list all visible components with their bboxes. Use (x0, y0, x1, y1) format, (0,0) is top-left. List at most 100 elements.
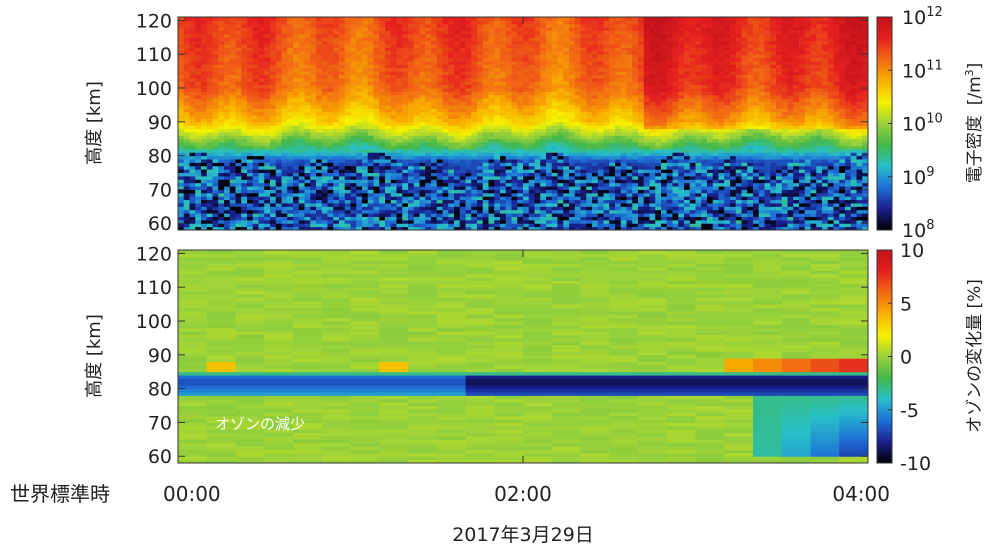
density-cell (287, 88, 294, 92)
density-cell (500, 226, 507, 231)
density-cell (183, 165, 190, 170)
density-cell (408, 17, 415, 21)
density-cell (419, 74, 426, 79)
density-cell (436, 67, 443, 72)
density-cell (454, 128, 461, 133)
density-cell (339, 202, 346, 207)
density-cell (477, 192, 484, 197)
density-cell (218, 30, 225, 35)
density-cell (402, 145, 409, 150)
density-cell (494, 54, 501, 59)
density-cell (626, 142, 633, 146)
density-cell (482, 223, 489, 228)
density-cell (379, 67, 386, 72)
density-cell (505, 67, 512, 72)
density-cell (465, 189, 472, 194)
density-cell (218, 196, 225, 201)
density-cell (534, 128, 541, 133)
density-cell (471, 223, 478, 228)
density-cell (293, 162, 300, 167)
density-cell (275, 128, 282, 133)
density-cell (298, 175, 305, 180)
density-cell (528, 77, 535, 82)
density-cell (316, 192, 323, 197)
density-cell (339, 88, 346, 92)
density-cell (321, 162, 328, 167)
density-cell (201, 118, 208, 123)
density-cell (298, 40, 305, 45)
density-cell (494, 202, 501, 207)
density-cell (183, 128, 190, 133)
density-cell (385, 101, 392, 106)
density-cell (362, 125, 369, 130)
density-cell (626, 189, 633, 194)
density-cell (201, 148, 208, 153)
density-cell (258, 94, 265, 99)
density-cell (241, 152, 248, 157)
density-cell (316, 179, 323, 184)
density-cell (379, 44, 386, 48)
density-cell (465, 27, 472, 32)
density-cell (471, 84, 478, 89)
density-cell (350, 47, 357, 52)
density-cell (500, 74, 507, 79)
density-cell (551, 226, 558, 231)
density-cell (327, 223, 334, 228)
density-cell (235, 189, 242, 194)
density-cell (569, 64, 576, 69)
density-cell (247, 148, 254, 153)
density-cell (402, 111, 409, 116)
density-cell (615, 155, 622, 160)
density-cell (270, 74, 277, 79)
density-cell (528, 104, 535, 109)
density-cell (494, 27, 501, 32)
density-cell (459, 165, 466, 170)
density-cell (373, 125, 380, 130)
density-cell (373, 81, 380, 86)
density-cell (235, 101, 242, 106)
density-cell (511, 60, 518, 65)
density-cell (551, 175, 558, 180)
density-cell (206, 223, 213, 228)
density-cell (431, 27, 438, 32)
density-cell (413, 64, 420, 69)
density-cell (390, 223, 397, 228)
density-cell (540, 74, 547, 79)
density-cell (425, 71, 432, 75)
density-cell (442, 186, 449, 190)
density-cell (362, 115, 369, 119)
density-cell (425, 84, 432, 89)
density-cell (477, 162, 484, 167)
density-cell (597, 40, 604, 45)
density-cell (321, 111, 328, 116)
density-cell (189, 98, 196, 103)
density-cell (264, 175, 271, 180)
density-cell (379, 186, 386, 190)
density-cell (586, 135, 593, 140)
density-cell (534, 162, 541, 167)
density-cell (281, 77, 288, 82)
density-cell (339, 192, 346, 197)
density-cell (275, 182, 282, 187)
density-cell (534, 206, 541, 211)
density-cell (362, 213, 369, 217)
density-cell (373, 115, 380, 119)
density-cell (419, 54, 426, 59)
density-cell (178, 169, 185, 174)
density-cell (385, 81, 392, 86)
density-cell (178, 155, 185, 160)
density-cell (344, 74, 351, 79)
density-cell (270, 30, 277, 35)
density-cell (505, 71, 512, 75)
density-cell (362, 162, 369, 167)
density-cell (442, 169, 449, 174)
density-cell (189, 118, 196, 123)
density-cell (344, 226, 351, 231)
density-cell (241, 213, 248, 217)
density-cell (327, 155, 334, 160)
density-cell (528, 196, 535, 201)
density-cell (235, 155, 242, 160)
density-cell (229, 202, 236, 207)
density-cell (293, 179, 300, 184)
density-cell (385, 202, 392, 207)
